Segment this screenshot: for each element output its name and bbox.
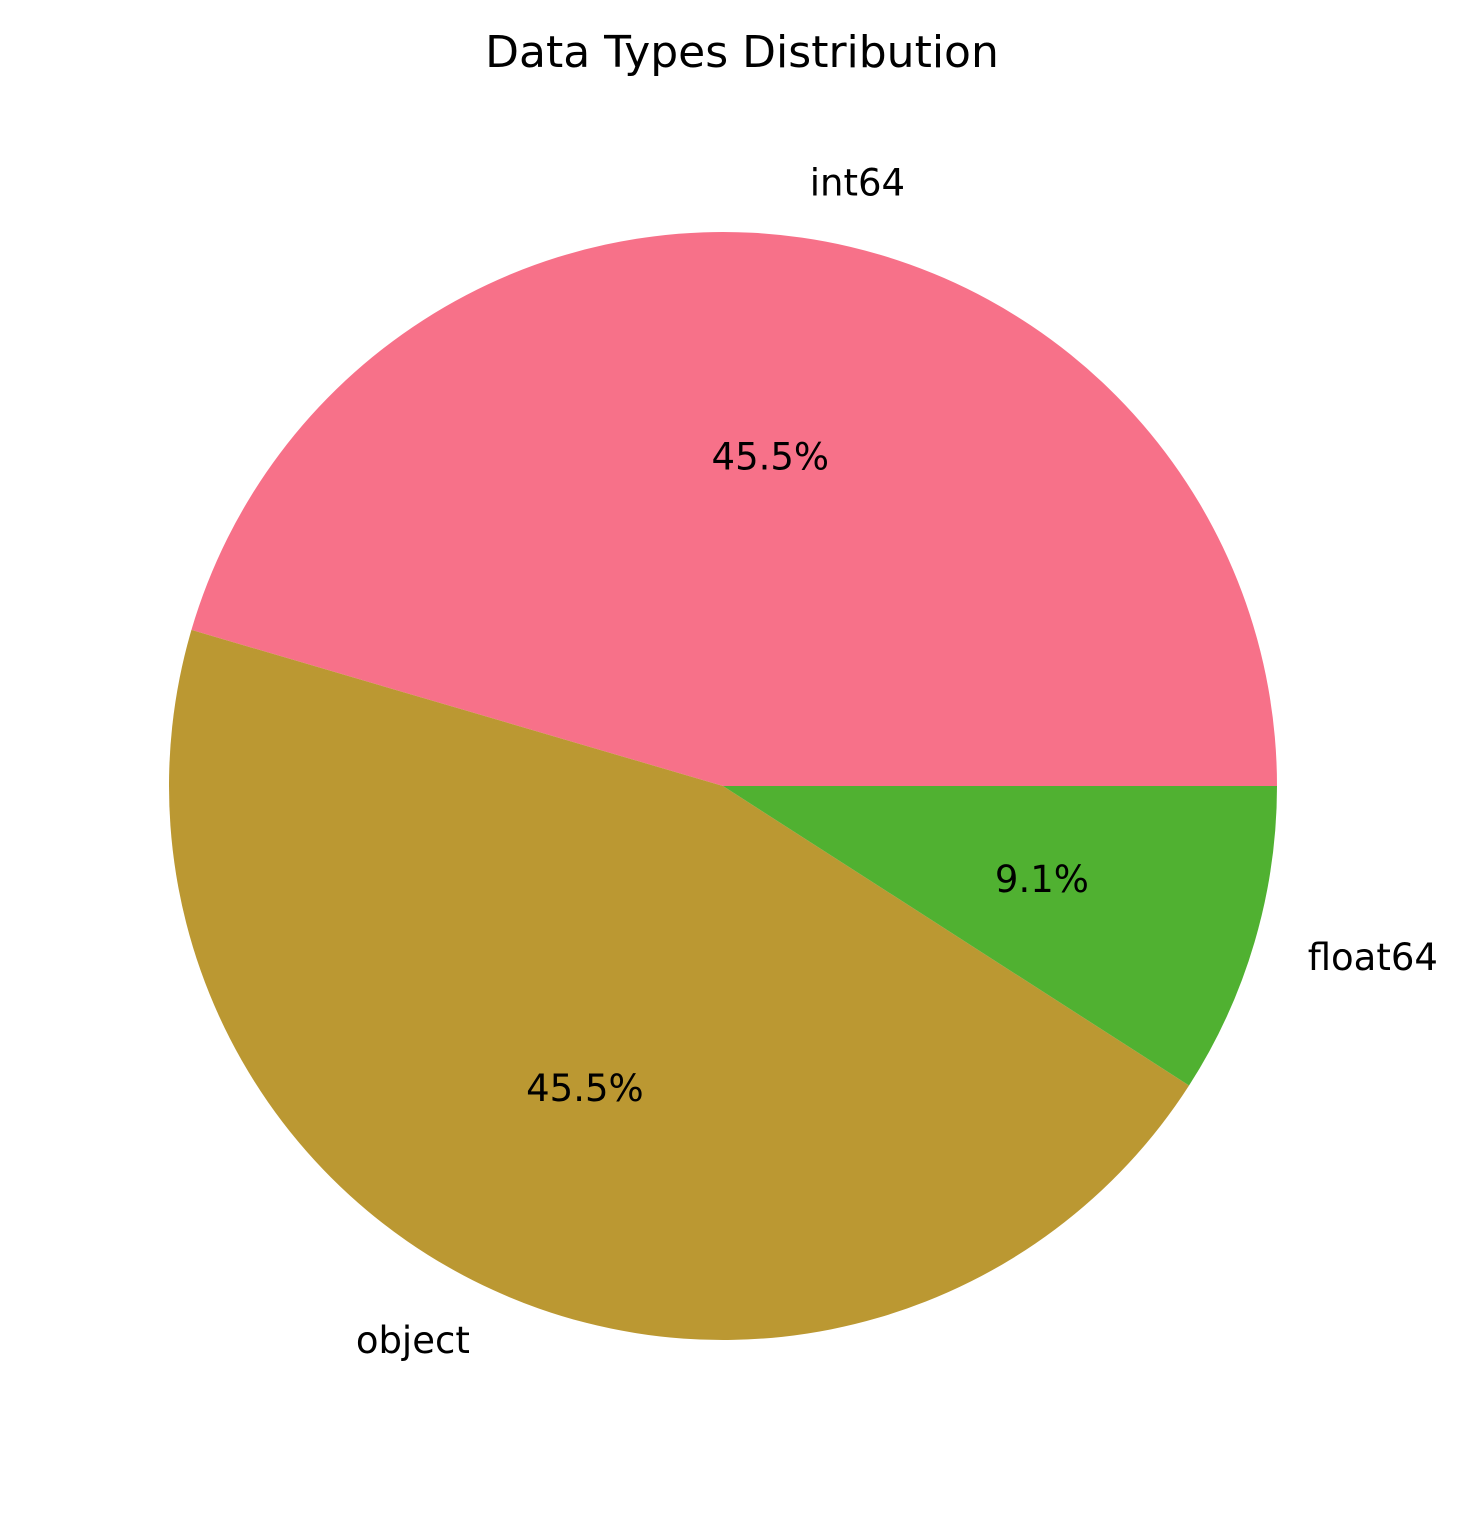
pie-slice-float64 <box>723 786 1277 1086</box>
pie-slice-int64 <box>191 231 1277 786</box>
slice-percent-float64: 9.1% <box>995 858 1089 901</box>
slice-percent-int64: 45.5% <box>712 435 830 478</box>
slices-layer <box>168 231 1277 1341</box>
labels-layer: int64 45.5% object 45.5% float64 9.1% <box>356 161 1438 1362</box>
slice-label-int64: int64 <box>810 161 905 204</box>
slice-percent-object: 45.5% <box>526 1067 644 1110</box>
slice-label-object: object <box>356 1319 470 1362</box>
pie-slice-object <box>168 629 1190 1341</box>
slice-label-float64: float64 <box>1308 936 1438 979</box>
chart-title: Data Types Distribution <box>485 27 999 78</box>
